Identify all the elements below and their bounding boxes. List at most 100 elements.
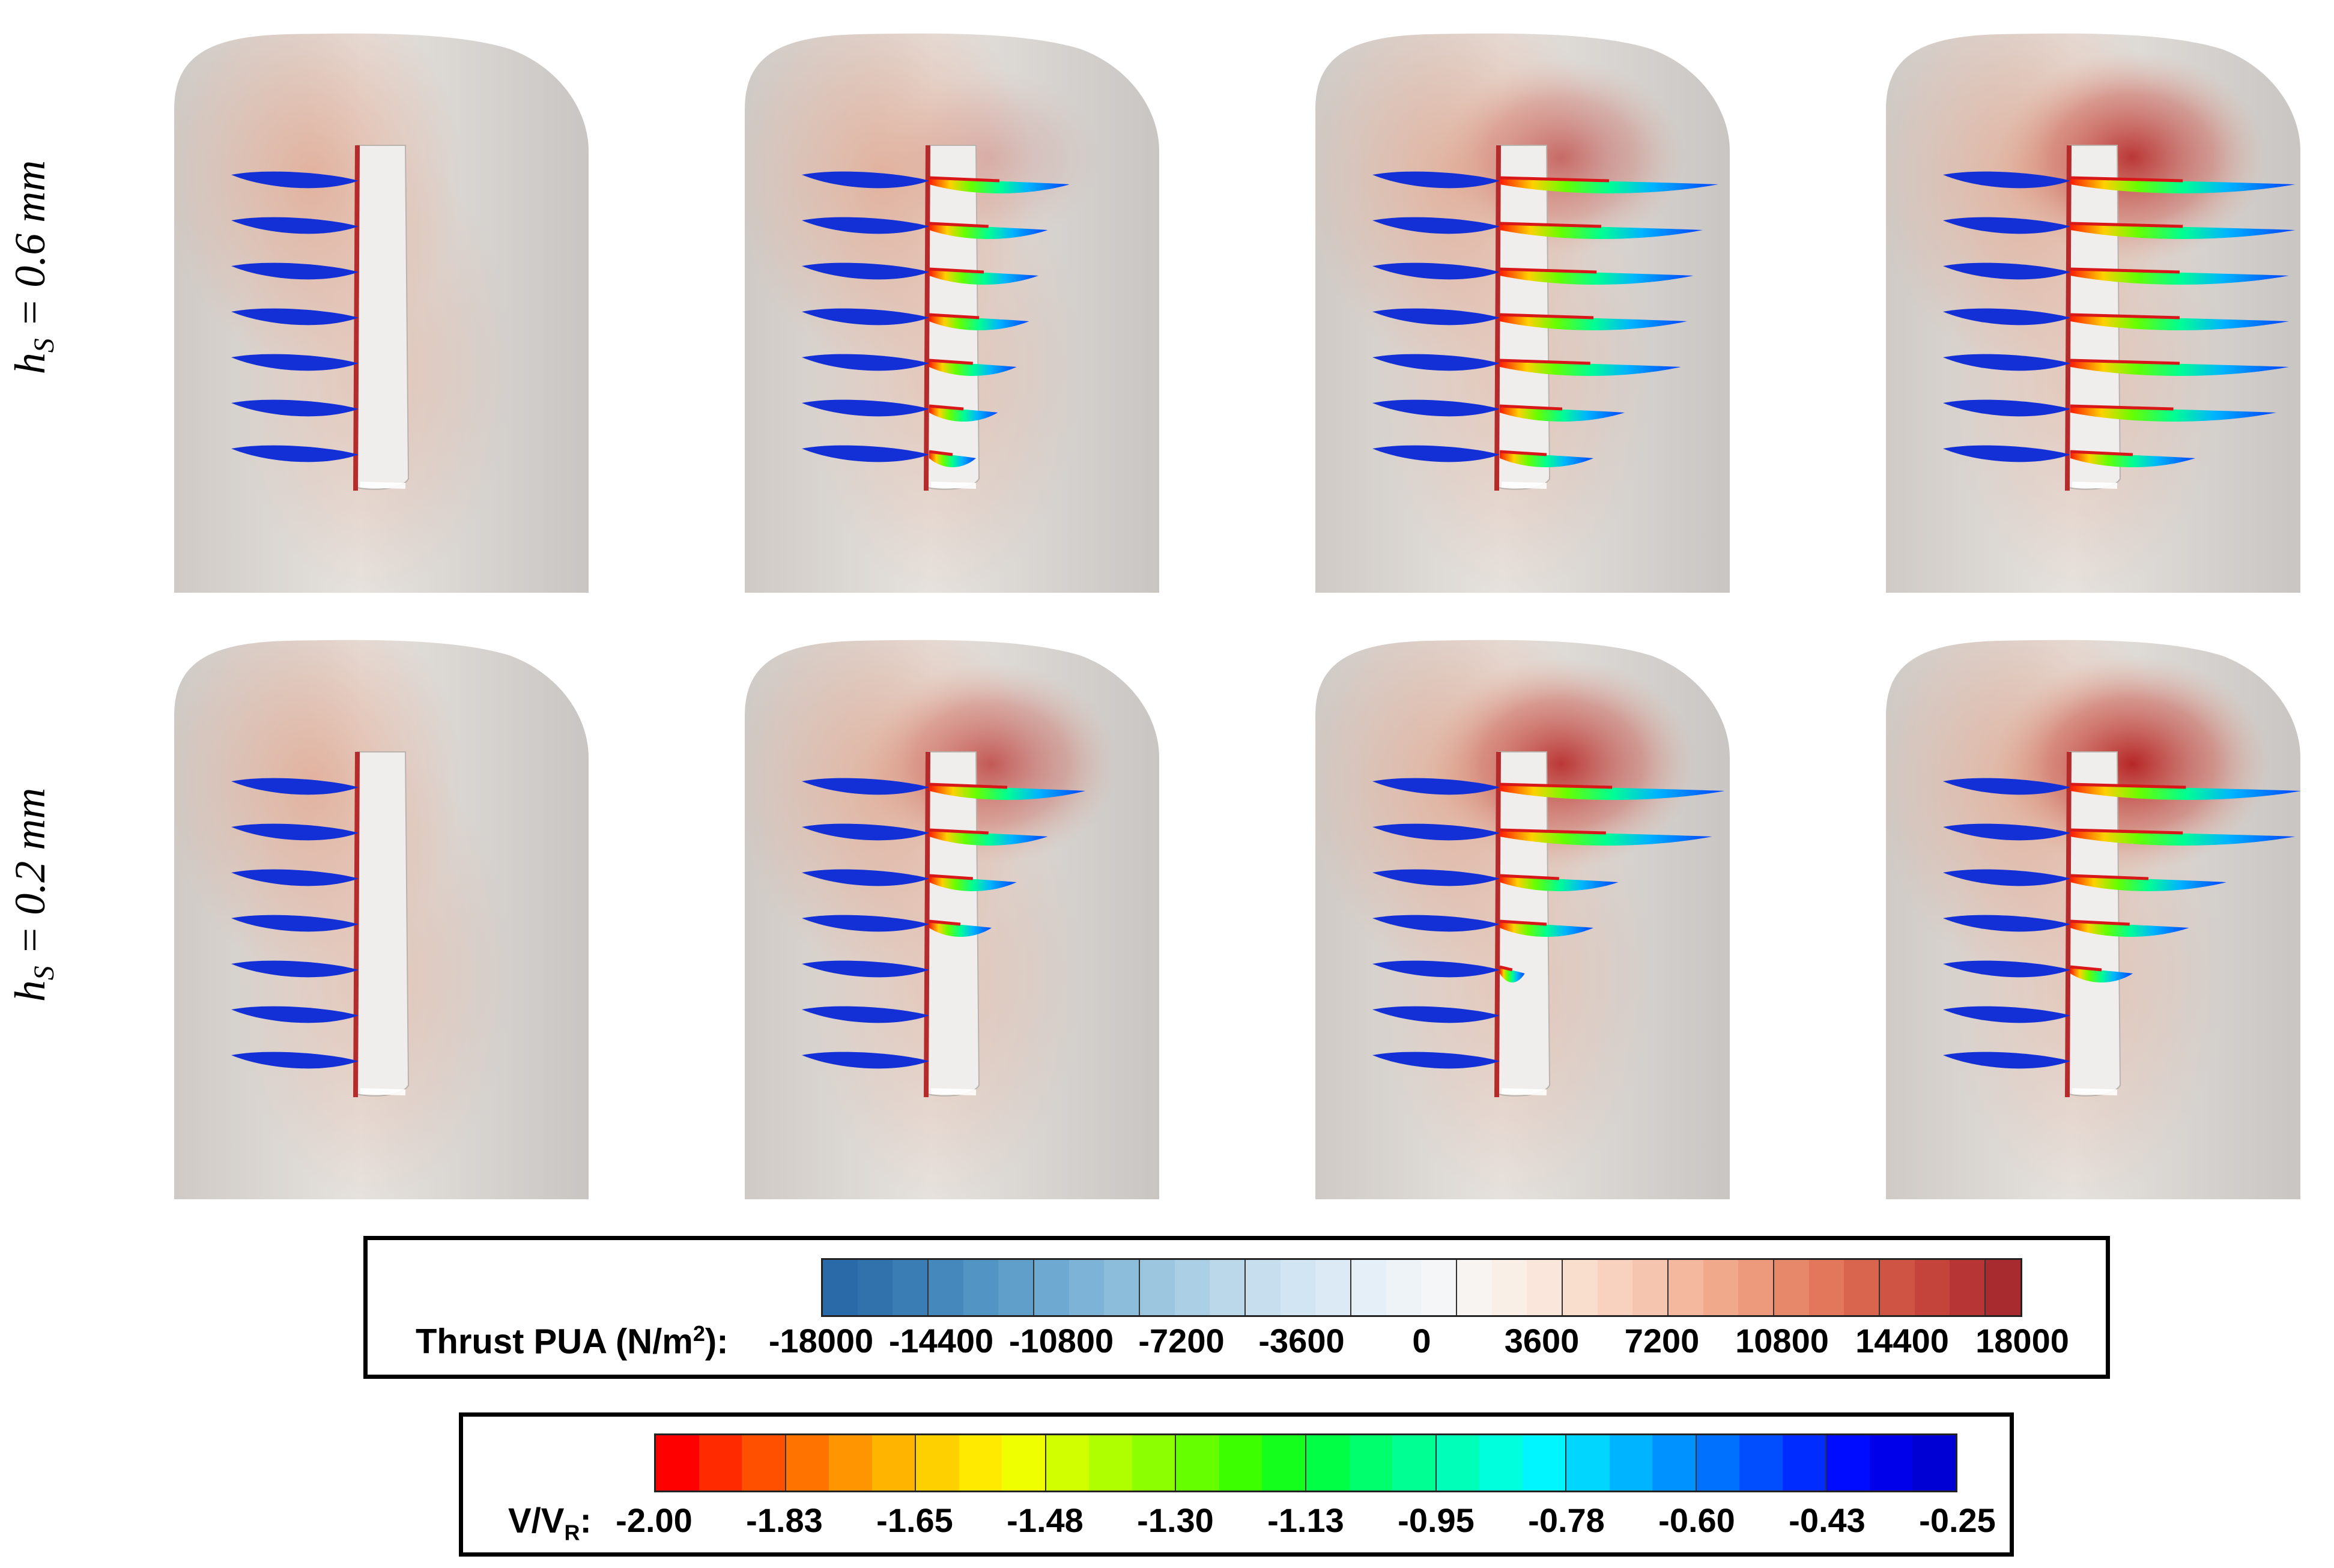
- colorbar-segment: [1522, 1435, 1567, 1491]
- simulation-panel: [1315, 638, 1730, 1199]
- colorbar-segment: [1950, 1260, 1986, 1315]
- colorbar-segment: [1281, 1260, 1315, 1315]
- colorbar-tick-label: -0.25: [1919, 1501, 1996, 1539]
- colorbar-segment: [1386, 1260, 1421, 1315]
- colorbar-segment: [742, 1435, 786, 1491]
- colorbar-segment: [1609, 1435, 1653, 1491]
- colorbar-segment: [1210, 1260, 1246, 1315]
- colorbar-tick-label: -1.83: [746, 1501, 823, 1539]
- colorbar-segment: [823, 1260, 858, 1315]
- simulation-panel: [1886, 31, 2300, 593]
- colorbar-segment: [1826, 1435, 1870, 1491]
- colorbar-tick-label: -1.30: [1137, 1501, 1214, 1539]
- colorbar-segment: [1986, 1260, 2020, 1315]
- colorbar-segment: [1421, 1260, 1457, 1315]
- colorbar-tick-label: 10800: [1735, 1322, 1829, 1360]
- simulation-panel: [1315, 31, 1730, 593]
- colorbar-segment: [1563, 1260, 1598, 1315]
- colorbar-tick-label: -1.13: [1267, 1501, 1344, 1539]
- colorbar-segment: [786, 1435, 829, 1491]
- thrust-colorbar: [821, 1258, 2022, 1317]
- colorbar-segment: [916, 1435, 959, 1491]
- colorbar-segment: [1219, 1435, 1262, 1491]
- colorbar-segment: [1527, 1260, 1563, 1315]
- colorbar-tick-label: -7200: [1138, 1322, 1225, 1360]
- colorbar-segment: [1566, 1435, 1610, 1491]
- colorbar-segment: [1315, 1260, 1351, 1315]
- colorbar-segment: [1392, 1435, 1437, 1491]
- colorbar-segment: [929, 1260, 963, 1315]
- simulation-panel: [174, 638, 589, 1199]
- colorbar-segment: [1089, 1435, 1132, 1491]
- colorbar-segment: [1774, 1260, 1809, 1315]
- colorbar-segment: [1132, 1435, 1177, 1491]
- colorbar-segment: [959, 1435, 1002, 1491]
- colorbar-tick-label: -2.00: [616, 1501, 693, 1539]
- colorbar-tick-label: -0.78: [1528, 1501, 1605, 1539]
- row-label-top: hS = 0.6 mm: [5, 160, 61, 375]
- colorbar-tick-label: -18000: [768, 1322, 874, 1360]
- colorbar-segment: [1739, 1435, 1783, 1491]
- colorbar-tick-label: 7200: [1624, 1322, 1700, 1360]
- colorbar-segment: [963, 1260, 998, 1315]
- colorbar-segment: [1703, 1260, 1738, 1315]
- colorbar-segment: [699, 1435, 742, 1491]
- colorbar-segment: [1176, 1435, 1219, 1491]
- colorbar-tick-label: 14400: [1855, 1322, 1949, 1360]
- colorbar-segment: [1175, 1260, 1210, 1315]
- colorbar-tick-label: -1.65: [876, 1501, 953, 1539]
- colorbar-segment: [1738, 1260, 1774, 1315]
- colorbar-tick-label: -14400: [888, 1322, 994, 1360]
- colorbar-segment: [1915, 1260, 1950, 1315]
- colorbar-tick-label: 0: [1412, 1322, 1431, 1360]
- colorbar-segment: [1844, 1260, 1880, 1315]
- colorbar-segment: [1069, 1260, 1104, 1315]
- colorbar-segment: [656, 1435, 699, 1491]
- colorbar-segment: [1479, 1435, 1523, 1491]
- colorbar-segment: [829, 1435, 872, 1491]
- colorbar-segment: [1652, 1435, 1697, 1491]
- colorbar-tick-label: -1.48: [1007, 1501, 1084, 1539]
- velocity-colorbar: [654, 1433, 1957, 1492]
- colorbar-segment: [1869, 1435, 1913, 1491]
- colorbar-segment: [1002, 1435, 1046, 1491]
- colorbar-segment: [1912, 1435, 1956, 1491]
- colorbar-segment: [871, 1435, 917, 1491]
- colorbar-segment: [858, 1260, 893, 1315]
- colorbar-tick-label: -0.43: [1789, 1501, 1866, 1539]
- colorbar-segment: [1349, 1435, 1393, 1491]
- colorbar-segment: [1457, 1260, 1492, 1315]
- colorbar-segment: [1104, 1260, 1140, 1315]
- thrust-legend: Thrust PUA (N/m2): -18000 -14400 -10800 -72…: [363, 1236, 2110, 1379]
- colorbar-segment: [998, 1260, 1034, 1315]
- velocity-legend: V/VR: -2.00 -1.83 -1.65 -1.48 -1.30 -1.13 -0.9…: [459, 1412, 2014, 1557]
- colorbar-segment: [1306, 1435, 1350, 1491]
- row-label-bottom: hS = 0.2 mm: [5, 787, 61, 1002]
- colorbar-segment: [1809, 1260, 1844, 1315]
- colorbar-segment: [1262, 1435, 1306, 1491]
- simulation-panel: [745, 31, 1159, 593]
- colorbar-tick-label: -10800: [1008, 1322, 1114, 1360]
- colorbar-segment: [1046, 1435, 1090, 1491]
- simulation-panel: [174, 31, 589, 593]
- colorbar-segment: [1034, 1260, 1069, 1315]
- colorbar-segment: [1598, 1260, 1632, 1315]
- colorbar-segment: [1436, 1435, 1480, 1491]
- colorbar-segment: [1492, 1260, 1527, 1315]
- colorbar-segment: [1782, 1435, 1827, 1491]
- velocity-legend-title: V/VR:: [508, 1501, 592, 1545]
- colorbar-segment: [1632, 1260, 1669, 1315]
- colorbar-segment: [1246, 1260, 1281, 1315]
- colorbar-segment: [1351, 1260, 1386, 1315]
- colorbar-tick-label: -0.95: [1398, 1501, 1475, 1539]
- simulation-panel: [745, 638, 1159, 1199]
- colorbar-segment: [1696, 1435, 1740, 1491]
- colorbar-tick-label: 18000: [1975, 1322, 2069, 1360]
- simulation-panel: [1886, 638, 2300, 1199]
- colorbar-tick-label: 3600: [1504, 1322, 1580, 1360]
- colorbar-tick-label: -3600: [1258, 1322, 1345, 1360]
- colorbar-segment: [1140, 1260, 1175, 1315]
- colorbar-segment: [1669, 1260, 1703, 1315]
- colorbar-segment: [893, 1260, 929, 1315]
- colorbar-segment: [1880, 1260, 1915, 1315]
